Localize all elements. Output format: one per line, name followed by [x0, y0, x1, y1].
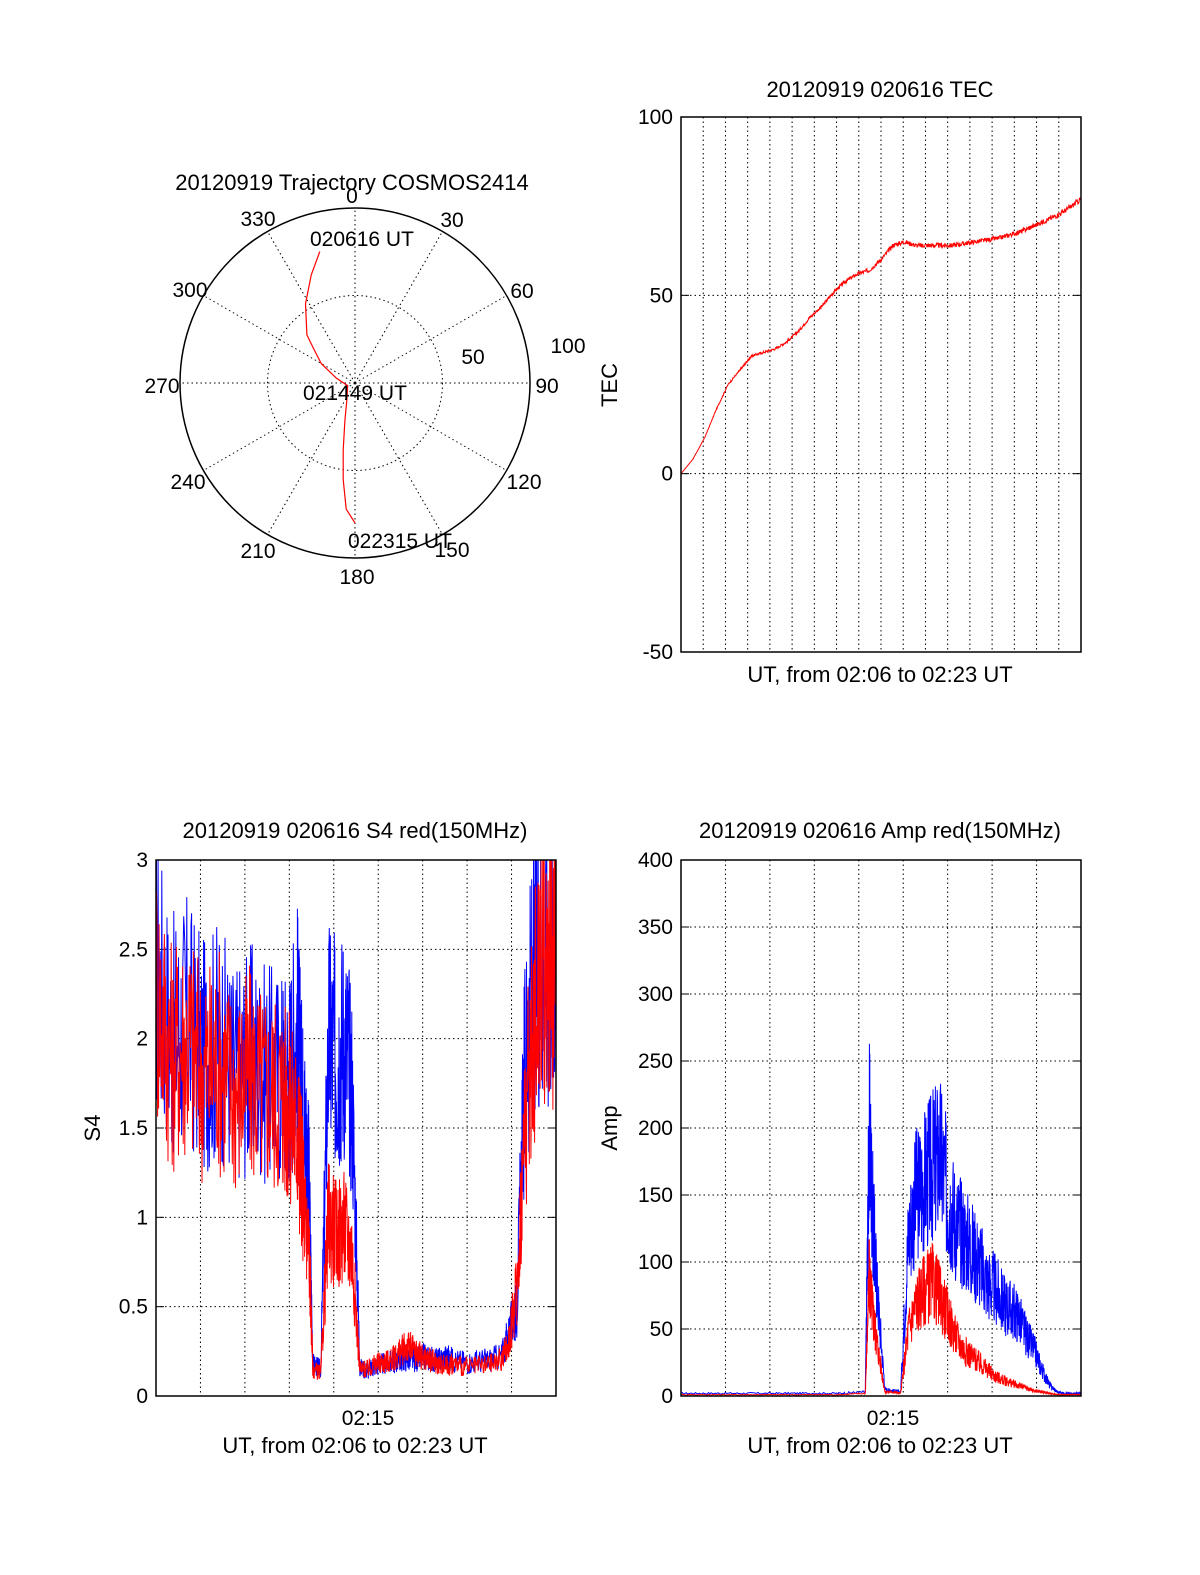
azimuth-label-180: 180 — [339, 566, 374, 589]
tec-ylabel: TEC — [597, 363, 622, 407]
ytick-label: 1.5 — [119, 1117, 148, 1140]
polar-spoke-30 — [354, 231, 443, 384]
azimuth-label-270: 270 — [144, 375, 179, 398]
ytick-label: 0 — [136, 1385, 148, 1408]
annotation-mid: 021449 UT — [303, 382, 407, 405]
ytick-label: 0.5 — [119, 1296, 148, 1319]
polar-panel: 20120919 Trajectory COSMOS2414 0 30 60 90 12… — [144, 170, 585, 589]
ytick-label: -50 — [643, 641, 673, 664]
azimuth-label-0: 0 — [346, 185, 358, 208]
s4-title: 20120919 020616 S4 red(150MHz) — [183, 818, 528, 843]
polar-spoke-60 — [354, 295, 507, 384]
s4-panel: 20120919 020616 S4 red(150MHz) UT, from … — [80, 818, 557, 1458]
ytick-label: 100 — [638, 1251, 673, 1274]
amp-panel: 20120919 020616 Amp red(150MHz) UT, from… — [597, 818, 1082, 1458]
tec-panel: 20120919 020616 TEC UT, from 02:06 to 02… — [597, 77, 1082, 687]
s4-ylabel: S4 — [80, 1115, 105, 1142]
radial-label-50: 50 — [461, 346, 484, 369]
polar-outer-circle — [179, 207, 531, 559]
ytick-label: 100 — [638, 106, 673, 129]
azimuth-label-210: 210 — [240, 540, 275, 563]
ytick-label: 200 — [638, 1117, 673, 1140]
plot-frame — [680, 859, 1082, 1397]
radial-label-100: 100 — [550, 335, 585, 358]
ytick-label: 3 — [136, 849, 148, 872]
azimuth-label-90: 90 — [535, 375, 558, 398]
azimuth-label-120: 120 — [506, 471, 541, 494]
plot-frame — [155, 859, 557, 1397]
series-line-red — [680, 1239, 1082, 1397]
ytick-label: 350 — [638, 916, 673, 939]
polar-inner-circle — [267, 295, 443, 471]
amp-title: 20120919 020616 Amp red(150MHz) — [699, 818, 1061, 843]
series-line-red — [680, 196, 1082, 475]
ytick-label: 2 — [136, 1028, 148, 1051]
ytick-label: 250 — [638, 1050, 673, 1073]
ytick-label: 0 — [661, 463, 673, 486]
azimuth-label-60: 60 — [510, 280, 533, 303]
ytick-label: 150 — [638, 1184, 673, 1207]
s4-xlabel: UT, from 02:06 to 02:23 UT — [222, 1433, 487, 1458]
amp-ylabel: Amp — [597, 1105, 622, 1150]
ytick-label: 400 — [638, 849, 673, 872]
polar-title: 20120919 Trajectory COSMOS2414 — [175, 170, 528, 195]
tec-title: 20120919 020616 TEC — [766, 77, 993, 102]
series-line-red — [155, 859, 557, 1380]
series-line-blue — [680, 1043, 1082, 1396]
polar-grid — [179, 207, 531, 559]
annotation-start: 020616 UT — [310, 228, 414, 251]
ytick-label: 2.5 — [119, 938, 148, 961]
xtick-label: 02:15 — [342, 1407, 395, 1430]
polar-trajectory-line — [304, 251, 356, 524]
ytick-label: 1 — [136, 1206, 148, 1229]
amp-xlabel: UT, from 02:06 to 02:23 UT — [747, 1433, 1012, 1458]
ytick-label: 50 — [650, 1318, 673, 1341]
azimuth-label-300: 300 — [172, 279, 207, 302]
polar-azimuth-labels: 0 30 60 90 120 150 180 210 240 270 300 330 — [144, 185, 558, 589]
annotation-end: 022315 UT — [348, 530, 452, 553]
polar-spoke-210 — [267, 382, 356, 535]
ytick-label: 50 — [650, 284, 673, 307]
tec-xlabel: UT, from 02:06 to 02:23 UT — [747, 662, 1012, 687]
azimuth-label-240: 240 — [170, 471, 205, 494]
ytick-label: 300 — [638, 983, 673, 1006]
azimuth-label-150: 150 — [434, 539, 469, 562]
xtick-label: 02:15 — [867, 1407, 920, 1430]
polar-radial-labels: 50 100 — [461, 335, 585, 369]
azimuth-label-30: 30 — [440, 209, 463, 232]
ytick-label: 0 — [661, 1385, 673, 1408]
azimuth-label-330: 330 — [240, 208, 275, 231]
plot-frame — [680, 116, 1082, 653]
